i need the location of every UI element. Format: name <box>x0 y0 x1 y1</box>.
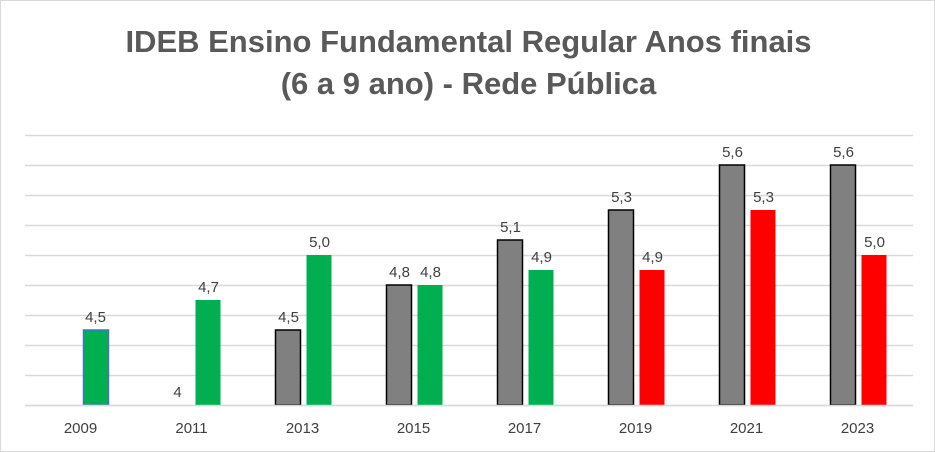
data-label-series-2: 4,9 <box>642 249 663 266</box>
bar-series-1 <box>496 239 524 406</box>
bar-series-1 <box>607 209 635 406</box>
bar-series-2 <box>750 210 776 405</box>
bar-series-2 <box>417 285 443 405</box>
bar-series-1 <box>829 164 857 406</box>
data-label-series-1: 5,3 <box>611 189 632 206</box>
x-tick-label: 2023 <box>841 420 874 437</box>
data-label-series-1: 5,1 <box>500 219 521 236</box>
data-label-series-1: 5,6 <box>833 144 854 161</box>
x-tick-label: 2017 <box>508 420 541 437</box>
chart-title-line-1: IDEB Ensino Fundamental Regular Anos fin… <box>125 24 812 59</box>
x-tick-label: 2019 <box>619 420 652 437</box>
bar-series-1 <box>274 329 302 406</box>
data-label-series-2: 5,0 <box>309 234 330 251</box>
data-label-series-2: 4,5 <box>85 309 106 326</box>
chart-title: IDEB Ensino Fundamental Regular Anos fin… <box>1 21 934 105</box>
data-label-series-2: 5,3 <box>753 189 774 206</box>
data-label-series-2: 4,8 <box>420 264 441 281</box>
data-label-series-1: 4,8 <box>389 264 410 281</box>
data-label-series-2: 4,9 <box>531 249 552 266</box>
x-tick-label: 2021 <box>730 420 763 437</box>
x-tick-label: 2009 <box>64 420 97 437</box>
bar-series-2 <box>861 255 887 405</box>
data-label-series-1: 4,5 <box>278 309 299 326</box>
x-tick-label: 2015 <box>397 420 430 437</box>
bar-series-1 <box>718 164 746 406</box>
chart-title-line-2: (6 a 9 ano) - Rede Pública <box>280 66 657 101</box>
bar-series-2 <box>195 300 221 405</box>
x-tick-label: 2011 <box>175 420 207 437</box>
bar-series-2 <box>639 270 665 405</box>
x-tick-label: 2013 <box>286 420 319 437</box>
data-label-series-2: 4,7 <box>198 279 219 296</box>
data-label-series-1: 4 <box>173 384 181 401</box>
bar-series-2 <box>306 255 332 405</box>
bar-series-2 <box>528 270 554 405</box>
bar-series-2 <box>82 329 110 406</box>
data-label-series-2: 5,0 <box>864 234 885 251</box>
data-label-series-1: 5,6 <box>722 144 743 161</box>
bar-series-1 <box>385 284 413 406</box>
